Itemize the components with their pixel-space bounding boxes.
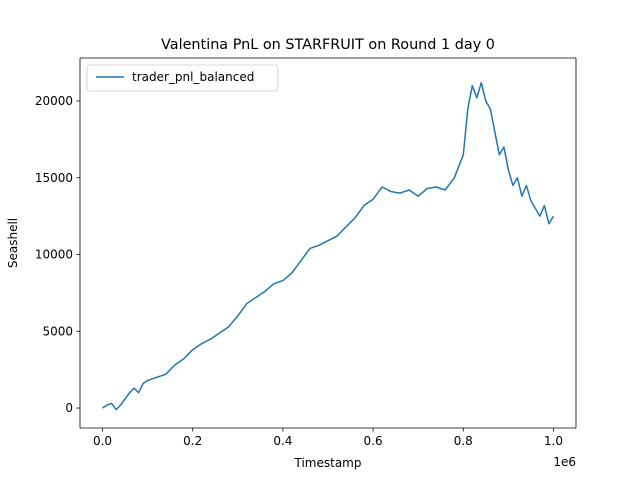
y-tick-label: 0 bbox=[65, 401, 73, 415]
legend-box bbox=[86, 64, 279, 92]
x-axis-ticks: 0.0 0.2 0.4 0.6 0.8 1.0 bbox=[93, 428, 563, 448]
y-axis-label: Seashell bbox=[6, 218, 20, 268]
y-tick-label: 10000 bbox=[35, 248, 73, 262]
x-axis-label: Timestamp bbox=[294, 456, 362, 470]
y-tick-label: 15000 bbox=[35, 171, 73, 185]
series-layer bbox=[102, 81, 555, 411]
x-tick-label: 0.6 bbox=[364, 434, 383, 448]
x-tick-label: 0.4 bbox=[273, 434, 292, 448]
x-tick-label: 0.2 bbox=[183, 434, 202, 448]
axes-frame bbox=[80, 58, 576, 428]
y-tick-label: 5000 bbox=[42, 324, 73, 338]
x-axis-offset-label: 1e6 bbox=[553, 455, 576, 469]
x-tick-label: 1.0 bbox=[544, 434, 563, 448]
y-tick-label: 20000 bbox=[35, 94, 73, 108]
legend: trader_pnl_balanced bbox=[86, 64, 279, 92]
x-tick-label: 0.8 bbox=[454, 434, 473, 448]
plot-area bbox=[79, 57, 577, 429]
legend-label: trader_pnl_balanced bbox=[132, 70, 254, 84]
chart-title: Valentina PnL on STARFRUIT on Round 1 da… bbox=[161, 37, 495, 53]
x-tick-label: 0.0 bbox=[93, 434, 112, 448]
y-axis-ticks: 0 5000 10000 15000 20000 bbox=[35, 94, 80, 415]
series-line bbox=[102, 81, 555, 411]
